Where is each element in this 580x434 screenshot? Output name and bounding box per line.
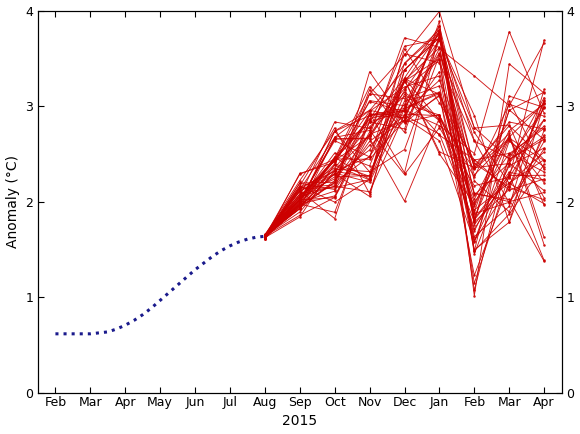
Y-axis label: Anomaly (°C): Anomaly (°C) — [6, 155, 20, 248]
X-axis label: 2015: 2015 — [282, 414, 317, 428]
